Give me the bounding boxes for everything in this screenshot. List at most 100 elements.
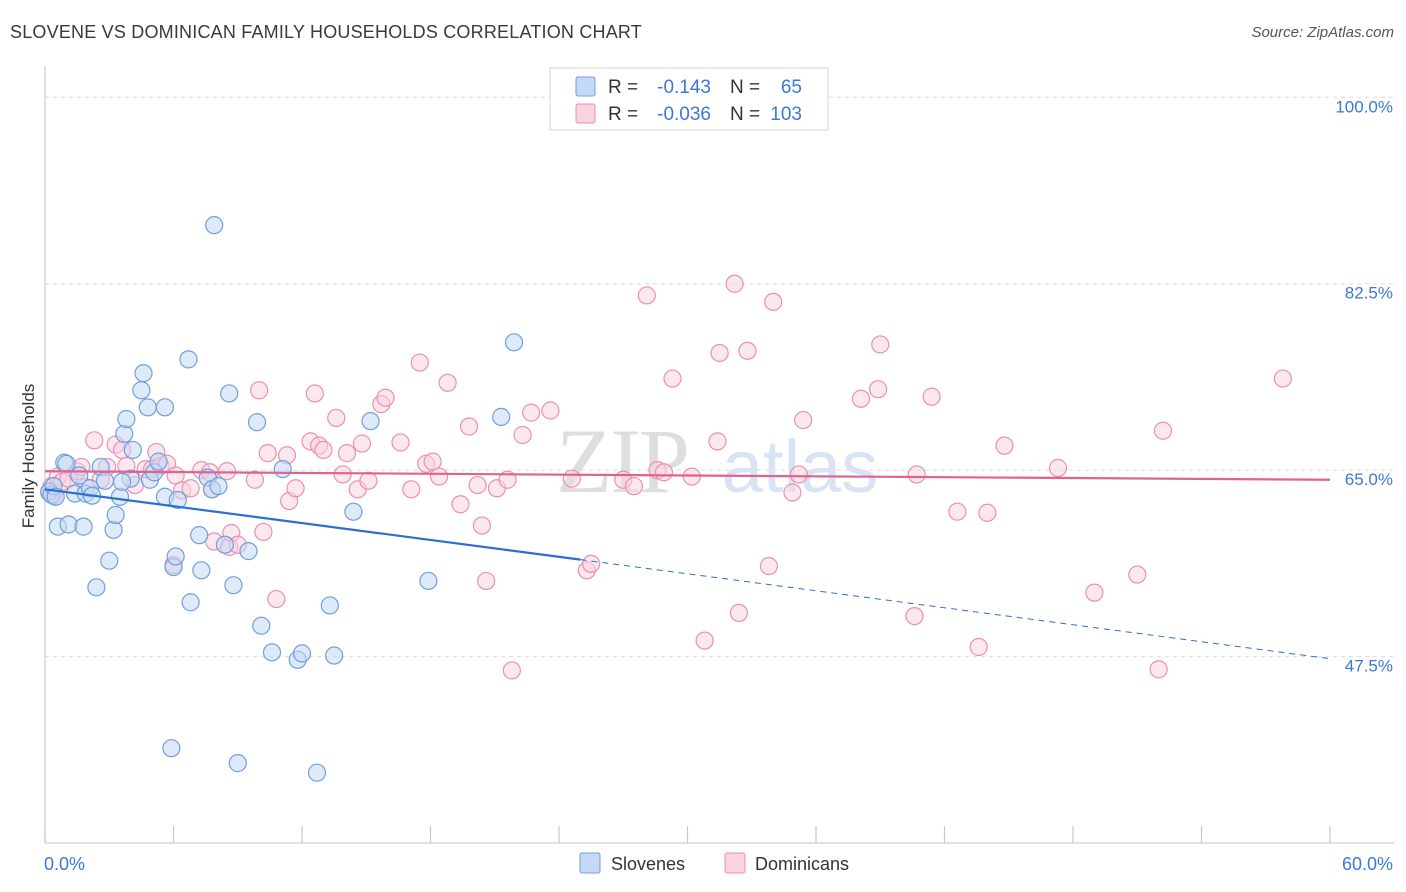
legend-r-label-dominicans: R =	[608, 104, 638, 125]
x-tick-labels: 0.0% 60.0%	[44, 854, 1393, 874]
dominicans-point	[905, 606, 924, 626]
dominicans-point	[729, 603, 749, 623]
dominicans-point	[217, 462, 237, 481]
slovenes-point	[228, 754, 247, 773]
dominicans-point	[250, 381, 269, 400]
dominicans-point	[451, 495, 470, 514]
slovenes-point	[215, 535, 234, 554]
slovenes-point	[87, 578, 106, 597]
dominicans-point	[969, 637, 988, 657]
dominicans-point	[695, 631, 714, 650]
dominicans-point	[654, 463, 674, 482]
dominicans-point	[429, 467, 449, 486]
dominicans-point	[359, 471, 378, 490]
trend-lines	[44, 470, 1331, 660]
dominicans-point	[1153, 421, 1173, 440]
slovenes-point	[168, 490, 187, 510]
source-label: Source: ZipAtlas.com	[1251, 24, 1394, 41]
bottom-legend: Slovenes Dominicans	[579, 852, 849, 874]
legend-r-value-slovenes: -0.143	[657, 77, 711, 98]
dominicans-point	[181, 479, 200, 498]
dominicans-point	[869, 380, 888, 399]
dominicans-point	[871, 335, 890, 354]
dominicans-point	[286, 479, 305, 498]
slovenes-point	[132, 381, 151, 400]
y-tick-label: 65.0%	[1345, 470, 1393, 489]
watermark: ZIP atlas	[556, 410, 878, 512]
dominicans-point	[1273, 369, 1292, 388]
dominicans-point	[468, 475, 487, 495]
dominicans-point	[541, 401, 560, 420]
dominicans-point	[477, 571, 496, 591]
dominicans-point	[245, 470, 264, 489]
slovenes-point	[307, 763, 327, 782]
dominicans-point	[663, 369, 682, 388]
slovenes-point	[192, 561, 211, 580]
y-tick-label: 100.0%	[1335, 97, 1393, 116]
x-tick-label: 60.0%	[1342, 854, 1393, 874]
legend-r-value-dominicans: -0.036	[657, 104, 711, 125]
grid-lines	[45, 96, 1394, 658]
bottom-legend-label-dominicans: Dominicans	[755, 854, 849, 874]
slovenes-point	[155, 398, 175, 417]
dominicans-point	[922, 387, 941, 406]
slovenes-point	[100, 551, 119, 570]
y-axis-label: Family Households	[19, 384, 38, 529]
slovenes-point	[123, 440, 142, 460]
dominicans-point	[738, 341, 757, 360]
slovenes-point	[220, 384, 239, 403]
dominicans-point	[352, 434, 372, 453]
bottom-legend-label-slovenes: Slovenes	[611, 854, 685, 874]
slovenes-point	[320, 596, 339, 615]
watermark-zip: ZIP	[556, 410, 688, 512]
slovenes-point	[46, 487, 65, 506]
dominicans-point	[85, 431, 104, 450]
slovenes-point	[59, 515, 78, 534]
slovenes-point	[179, 350, 198, 369]
dominicans-point	[794, 410, 813, 430]
dominicans-point	[995, 436, 1014, 455]
dominicans-point	[948, 502, 967, 521]
dominicans-point	[1085, 583, 1104, 602]
bottom-legend-swatch-slovenes	[579, 852, 601, 874]
slovenes-point	[292, 644, 312, 663]
dominicans-point	[513, 425, 532, 445]
dominicans-point	[710, 343, 729, 363]
dominicans-point	[459, 417, 479, 436]
dominicans-point	[783, 483, 802, 502]
dominicans-point	[851, 389, 871, 408]
dominicans-point	[907, 465, 926, 484]
dominicans-point	[305, 384, 324, 403]
slovenes-trend-extension	[580, 559, 1331, 660]
dominicans-point	[708, 432, 727, 451]
dominicans-point	[1128, 565, 1147, 584]
slovenes-point	[74, 517, 93, 536]
dominicans-point	[402, 480, 421, 499]
legend-n-value-dominicans: 103	[770, 104, 802, 125]
slovenes-point	[262, 643, 282, 662]
y-tick-labels: 47.5% 65.0% 82.5% 100.0%	[1335, 97, 1393, 675]
slovenes-point	[325, 646, 344, 665]
slovenes-point	[361, 412, 380, 431]
slovenes-point	[419, 571, 438, 591]
dominicans-point	[472, 516, 491, 535]
slovenes-point	[273, 459, 292, 479]
slovenes-point	[504, 333, 524, 352]
slovenes-point	[110, 487, 130, 506]
slovenes-point	[117, 409, 136, 429]
dominicans-point	[562, 469, 581, 488]
legend-n-value-slovenes: 65	[781, 77, 802, 98]
legend-r-label-slovenes: R =	[608, 77, 638, 98]
slovenes-point	[239, 542, 258, 561]
dominicans-point	[254, 522, 273, 542]
slovenes-point	[224, 576, 243, 595]
chart-title: SLOVENE VS DOMINICAN FAMILY HOUSEHOLDS C…	[10, 22, 642, 42]
dominicans-point	[258, 444, 277, 463]
y-tick-label: 47.5%	[1345, 657, 1393, 676]
dominicans-point	[759, 556, 778, 576]
dominicans-point	[438, 373, 457, 392]
legend-swatch-dominicans	[575, 103, 596, 124]
slovenes-point	[181, 593, 200, 612]
x-tick-label: 0.0%	[44, 854, 85, 874]
slovenes-point	[149, 452, 168, 471]
